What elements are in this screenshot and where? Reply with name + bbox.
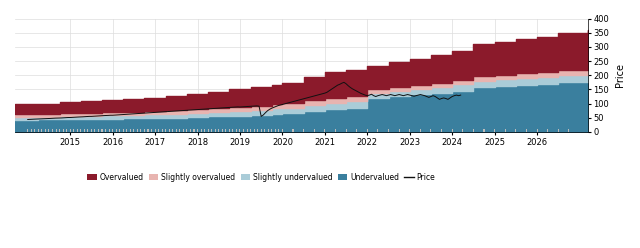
Bar bbox=[218, 128, 220, 132]
Bar bbox=[494, 128, 495, 132]
Bar bbox=[473, 128, 474, 132]
Bar bbox=[303, 128, 304, 132]
Bar bbox=[130, 128, 131, 132]
Bar bbox=[462, 128, 463, 132]
Bar bbox=[335, 128, 336, 132]
Bar bbox=[133, 128, 134, 132]
Bar bbox=[172, 128, 173, 132]
Bar bbox=[278, 128, 280, 132]
Bar bbox=[105, 128, 106, 132]
Bar bbox=[229, 128, 230, 132]
Bar bbox=[186, 128, 188, 132]
Bar bbox=[558, 128, 559, 132]
Bar bbox=[98, 128, 99, 132]
Bar bbox=[176, 128, 177, 132]
Bar bbox=[441, 128, 442, 132]
Bar bbox=[144, 128, 145, 132]
Bar bbox=[547, 128, 548, 132]
Bar bbox=[204, 128, 205, 132]
Bar bbox=[236, 128, 237, 132]
Bar bbox=[232, 128, 234, 132]
Bar bbox=[356, 128, 357, 132]
Bar bbox=[264, 128, 265, 132]
Bar bbox=[275, 128, 276, 132]
Bar bbox=[250, 128, 251, 132]
Bar bbox=[59, 128, 60, 132]
Y-axis label: Price: Price bbox=[615, 63, 625, 87]
Bar bbox=[179, 128, 180, 132]
Bar bbox=[243, 128, 244, 132]
Bar bbox=[324, 128, 325, 132]
Bar bbox=[87, 128, 88, 132]
Bar bbox=[420, 128, 421, 132]
Bar bbox=[123, 128, 124, 132]
Bar bbox=[84, 128, 85, 132]
Bar bbox=[268, 128, 269, 132]
Bar bbox=[225, 128, 227, 132]
Bar bbox=[169, 128, 170, 132]
Bar bbox=[346, 128, 347, 132]
Bar bbox=[77, 128, 78, 132]
Bar bbox=[112, 128, 113, 132]
Bar bbox=[253, 128, 255, 132]
Bar bbox=[45, 128, 46, 132]
Bar bbox=[536, 128, 538, 132]
Bar bbox=[200, 128, 202, 132]
Bar bbox=[239, 128, 241, 132]
Bar bbox=[292, 128, 294, 132]
Bar bbox=[282, 128, 283, 132]
Bar bbox=[211, 128, 212, 132]
Bar bbox=[257, 128, 258, 132]
Bar bbox=[126, 128, 127, 132]
Bar bbox=[31, 128, 32, 132]
Legend: Overvalued, Slightly overvalued, Slightly undervalued, Undervalued, Price: Overvalued, Slightly overvalued, Slightl… bbox=[84, 170, 438, 185]
Bar bbox=[193, 128, 195, 132]
Bar bbox=[367, 128, 368, 132]
Bar bbox=[409, 128, 410, 132]
Bar bbox=[147, 128, 148, 132]
Bar bbox=[73, 128, 74, 132]
Bar bbox=[52, 128, 53, 132]
Bar bbox=[314, 128, 315, 132]
Bar bbox=[483, 128, 484, 132]
Bar bbox=[66, 128, 67, 132]
Bar bbox=[246, 128, 248, 132]
Bar bbox=[271, 128, 273, 132]
Bar bbox=[158, 128, 159, 132]
Bar bbox=[568, 128, 570, 132]
Bar bbox=[526, 128, 527, 132]
Bar bbox=[165, 128, 166, 132]
Bar bbox=[38, 128, 39, 132]
Bar bbox=[119, 128, 120, 132]
Bar bbox=[197, 128, 198, 132]
Bar bbox=[80, 128, 81, 132]
Bar bbox=[515, 128, 516, 132]
Bar bbox=[260, 128, 262, 132]
Bar bbox=[505, 128, 506, 132]
Bar bbox=[137, 128, 138, 132]
Bar bbox=[214, 128, 216, 132]
Bar bbox=[91, 128, 92, 132]
Bar bbox=[190, 128, 191, 132]
Bar bbox=[162, 128, 163, 132]
Bar bbox=[207, 128, 209, 132]
Bar bbox=[183, 128, 184, 132]
Bar bbox=[140, 128, 141, 132]
Bar bbox=[388, 128, 389, 132]
Bar bbox=[151, 128, 152, 132]
Bar bbox=[154, 128, 156, 132]
Bar bbox=[221, 128, 223, 132]
